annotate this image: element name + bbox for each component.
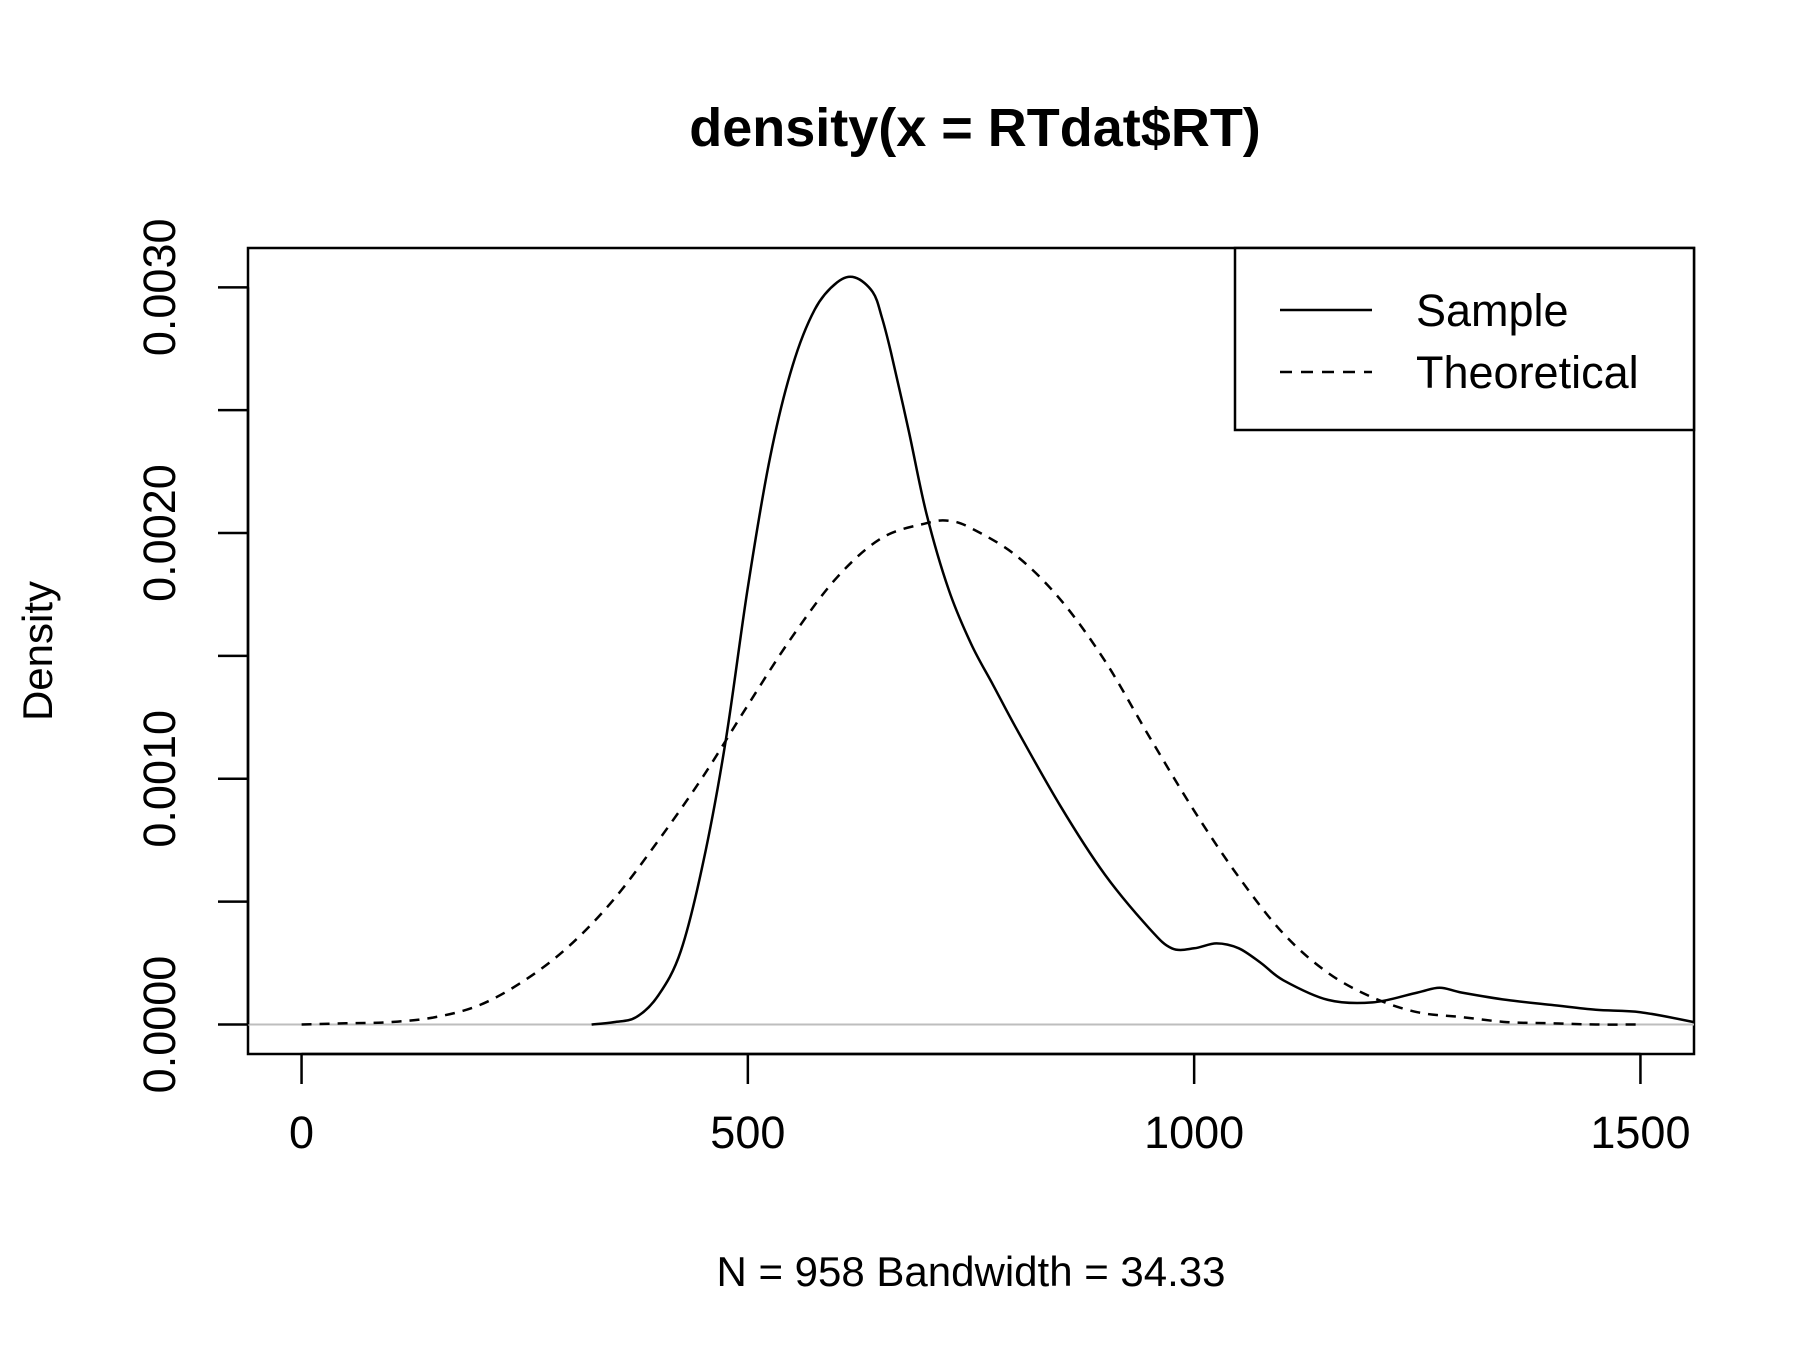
legend-label-theoretical: Theoretical: [1416, 347, 1639, 398]
x-tick-label: 0: [289, 1107, 314, 1158]
y-tick-label: 0.0010: [134, 710, 185, 848]
series-line-sample: [591, 275, 1695, 1026]
y-tick-label: 0.0030: [134, 218, 185, 356]
x-tick-label: 1000: [1144, 1107, 1244, 1158]
x-axis-label: N = 958 Bandwidth = 34.33: [716, 1248, 1225, 1295]
legend-label-sample: Sample: [1416, 285, 1569, 336]
legend: Sample Theoretical: [1233, 246, 1696, 432]
legend-box: [1233, 246, 1696, 432]
x-tick-label: 1500: [1590, 1107, 1690, 1158]
x-tick-label: 500: [710, 1107, 785, 1158]
series-line-theoretical: [301, 519, 1641, 1026]
y-tick-label: 0.0020: [134, 464, 185, 602]
y-axis: 0.0000 0.0010 0.0020 0.0030: [134, 218, 250, 1094]
chart-title: density(x = RTdat$RT): [689, 98, 1261, 158]
x-axis: 0 500 1000 1500: [289, 1052, 1690, 1158]
y-axis-label: Density: [14, 581, 61, 721]
y-tick-label: 0.0000: [134, 956, 185, 1094]
series-layer: [301, 275, 1695, 1026]
